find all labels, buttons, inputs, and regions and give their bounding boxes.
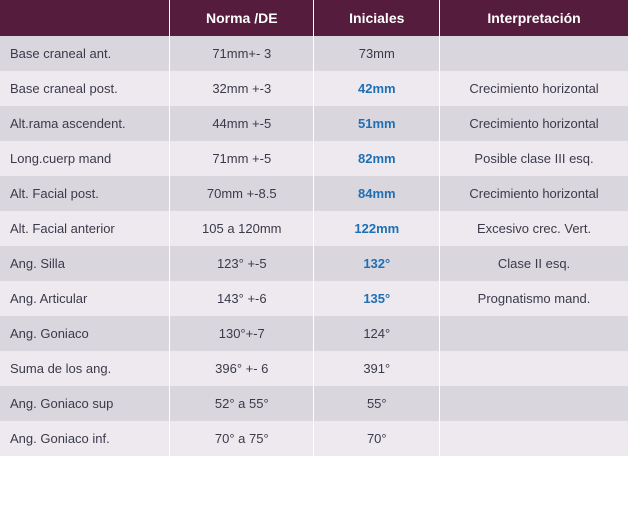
header-norma: Norma /DE [170,0,314,36]
cell-interpretacion [440,36,628,71]
header-interpretacion: Interpretación [440,0,628,36]
cell-interpretacion [440,386,628,421]
cell-label: Ang. Goniaco [0,316,170,351]
cell-label: Alt. Facial anterior [0,211,170,246]
cell-norma: 130°+-7 [170,316,314,351]
cell-inicial: 135° [314,281,440,316]
cell-interpretacion: Crecimiento horizontal [440,176,628,211]
table-row: Ang. Articular143° +-6135°Prognatismo ma… [0,281,628,316]
cell-norma: 70mm +-8.5 [170,176,314,211]
table-row: Base craneal post.32mm +-342mmCrecimient… [0,71,628,106]
header-label [0,0,170,36]
cell-label: Ang. Goniaco sup [0,386,170,421]
table-row: Alt. Facial post.70mm +-8.584mmCrecimien… [0,176,628,211]
cell-label: Base craneal ant. [0,36,170,71]
cell-label: Ang. Silla [0,246,170,281]
table-body: Base craneal ant.71mm+- 373mmBase cranea… [0,36,628,456]
cell-inicial: 82mm [314,141,440,176]
cell-inicial: 122mm [314,211,440,246]
cell-label: Alt. Facial post. [0,176,170,211]
cell-norma: 123° +-5 [170,246,314,281]
header-iniciales: Iniciales [314,0,440,36]
cell-label: Base craneal post. [0,71,170,106]
cell-interpretacion: Clase II esq. [440,246,628,281]
cell-label: Long.cuerp mand [0,141,170,176]
cell-inicial: 70° [314,421,440,456]
table-row: Ang. Goniaco sup52° a 55°55° [0,386,628,421]
cell-label: Ang. Goniaco inf. [0,421,170,456]
cell-interpretacion [440,421,628,456]
cephalometric-table: Norma /DE Iniciales Interpretación Base … [0,0,628,456]
cell-norma: 71mm+- 3 [170,36,314,71]
cell-inicial: 84mm [314,176,440,211]
cell-inicial: 391° [314,351,440,386]
cell-label: Ang. Articular [0,281,170,316]
cell-norma: 71mm +-5 [170,141,314,176]
cell-inicial: 73mm [314,36,440,71]
table-row: Ang. Goniaco130°+-7124° [0,316,628,351]
cell-inicial: 51mm [314,106,440,141]
table-row: Alt. Facial anterior105 a 120mm122mmExce… [0,211,628,246]
table-row: Ang. Goniaco inf.70° a 75°70° [0,421,628,456]
cell-inicial: 124° [314,316,440,351]
cell-norma: 105 a 120mm [170,211,314,246]
cell-norma: 44mm +-5 [170,106,314,141]
cell-norma: 70° a 75° [170,421,314,456]
cell-inicial: 55° [314,386,440,421]
cell-norma: 143° +-6 [170,281,314,316]
cell-norma: 32mm +-3 [170,71,314,106]
cell-norma: 52° a 55° [170,386,314,421]
table-row: Alt.rama ascendent.44mm +-551mmCrecimien… [0,106,628,141]
cell-inicial: 132° [314,246,440,281]
cell-interpretacion: Crecimiento horizontal [440,106,628,141]
cell-interpretacion [440,351,628,386]
cell-label: Suma de los ang. [0,351,170,386]
cell-interpretacion: Crecimiento horizontal [440,71,628,106]
cell-inicial: 42mm [314,71,440,106]
table-row: Base craneal ant.71mm+- 373mm [0,36,628,71]
cell-interpretacion: Posible clase III esq. [440,141,628,176]
table-row: Suma de los ang.396° +- 6391° [0,351,628,386]
cell-interpretacion: Prognatismo mand. [440,281,628,316]
cell-interpretacion: Excesivo crec. Vert. [440,211,628,246]
table-row: Ang. Silla123° +-5132°Clase II esq. [0,246,628,281]
cell-norma: 396° +- 6 [170,351,314,386]
cell-label: Alt.rama ascendent. [0,106,170,141]
header-row: Norma /DE Iniciales Interpretación [0,0,628,36]
cell-interpretacion [440,316,628,351]
table-row: Long.cuerp mand71mm +-582mmPosible clase… [0,141,628,176]
